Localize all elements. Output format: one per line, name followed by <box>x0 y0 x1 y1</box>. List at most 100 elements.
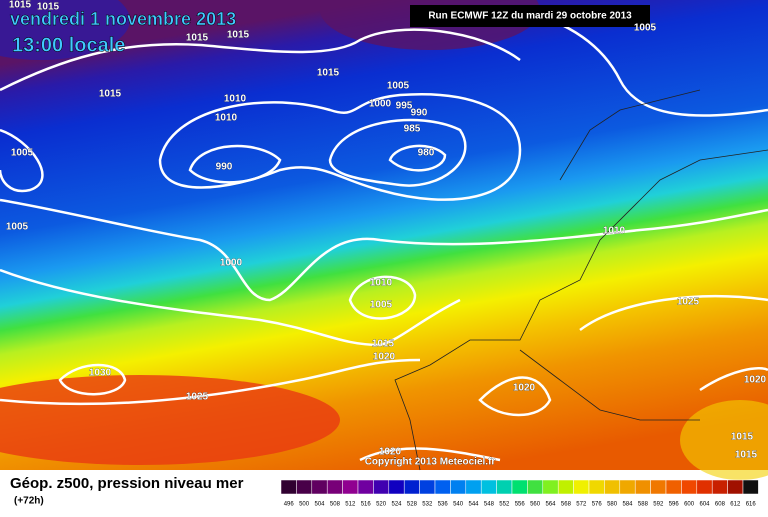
scale-swatch <box>665 479 682 495</box>
scale-label: 580 <box>607 502 618 508</box>
scale-label: 560 <box>530 502 541 508</box>
scale-swatch <box>357 479 374 495</box>
scale-label: 596 <box>669 502 680 508</box>
scale-swatch <box>696 479 713 495</box>
scale-label: 552 <box>499 502 510 508</box>
isobar-label: 1005 <box>11 148 34 159</box>
scale-swatch <box>634 479 651 495</box>
scale-label: 536 <box>438 502 449 508</box>
scale-label: 564 <box>545 502 556 508</box>
scale-label: 612 <box>730 502 741 508</box>
scale-swatch <box>711 479 728 495</box>
isobar-label: 1020 <box>379 447 402 458</box>
isobar-label: 990 <box>411 108 428 119</box>
isobar-label: 1000 <box>369 99 392 110</box>
scale-label: 512 <box>345 502 356 508</box>
scale-swatch <box>465 479 482 495</box>
scale-swatch <box>573 479 590 495</box>
isobar-label: 1015 <box>186 33 209 44</box>
isobar-label: 1015 <box>317 68 340 79</box>
copyright: Copyright 2013 Meteociel.fr <box>365 457 496 468</box>
scale-swatch <box>604 479 621 495</box>
high-area <box>0 375 340 465</box>
scale-label: 500 <box>299 502 310 508</box>
scale-label: 524 <box>391 502 402 508</box>
scale-label: 548 <box>484 502 495 508</box>
scale-swatch <box>388 479 405 495</box>
scale-swatch <box>450 479 467 495</box>
isobar-label: 1015 <box>227 30 250 41</box>
isobar-label: 1020 <box>513 383 536 394</box>
scale-label: 572 <box>576 502 587 508</box>
isobar-label: 1030 <box>89 368 112 379</box>
footer-title: Géop. z500, pression niveau mer <box>10 475 244 492</box>
isobar-label: 1020 <box>373 352 396 363</box>
isobar-label: 1010 <box>224 94 247 105</box>
scale-label: 576 <box>592 502 603 508</box>
scale-label: 568 <box>561 502 572 508</box>
scale-swatch <box>434 479 451 495</box>
isobar-label: 1015 <box>735 450 758 461</box>
isobar-label: 1020 <box>744 375 767 386</box>
scale-swatch <box>311 479 328 495</box>
isobar-label: 1015 <box>99 89 122 100</box>
isobar-label: 1025 <box>677 297 700 308</box>
scale-label: 520 <box>376 502 387 508</box>
scale-swatch <box>280 479 297 495</box>
scale-swatch <box>619 479 636 495</box>
isobar-label: 1005 <box>370 300 393 311</box>
footer-lead: (+72h) <box>14 496 44 507</box>
scale-swatch <box>326 479 343 495</box>
low-area <box>0 0 130 60</box>
isobar-label: 1010 <box>215 113 238 124</box>
scale-swatch <box>742 479 759 495</box>
color-scale: 496 500 504 508 512 516 520 524 528 532 536 540 544 5… <box>280 479 759 508</box>
isobar-label: 1005 <box>6 222 29 233</box>
scale-label: 504 <box>314 502 325 508</box>
scale-swatch <box>681 479 698 495</box>
isobar-label: 1015 <box>37 2 60 13</box>
scale-label: 584 <box>622 502 633 508</box>
scale-swatch <box>373 479 390 495</box>
run-label: Run ECMWF 12Z du mardi 29 octobre 2013 <box>428 11 632 22</box>
time-title: 13:00 locale <box>12 34 125 56</box>
scale-label: 588 <box>638 502 649 508</box>
isobar-label: 1015 <box>731 432 754 443</box>
scale-swatch <box>650 479 667 495</box>
isobar-label: 1000 <box>220 258 243 269</box>
scale-swatch <box>542 479 559 495</box>
scale-swatch <box>403 479 420 495</box>
scale-label: 532 <box>422 502 433 508</box>
scale-label: 592 <box>653 502 664 508</box>
isobar-label: 1015 <box>372 339 395 350</box>
run-box <box>410 5 650 27</box>
isobar-label: 1005 <box>634 23 657 34</box>
isobar-label: 1010 <box>603 226 626 237</box>
scale-swatch <box>342 479 359 495</box>
scale-swatch <box>296 479 313 495</box>
scale-label: 616 <box>746 502 757 508</box>
date-title: vendredi 1 novembre 2013 <box>10 9 236 29</box>
scale-swatch <box>588 479 605 495</box>
high-area <box>680 400 768 480</box>
isobar-label: 1005 <box>387 81 410 92</box>
scale-label: 528 <box>407 502 418 508</box>
scale-swatch <box>511 479 528 495</box>
scale-swatch <box>496 479 513 495</box>
scale-swatch <box>557 479 574 495</box>
scale-label: 540 <box>453 502 464 508</box>
scale-swatch <box>727 479 744 495</box>
scale-swatch <box>419 479 436 495</box>
isobar-label: 1015 <box>9 0 32 11</box>
scale-swatch <box>527 479 544 495</box>
scale-label: 508 <box>330 502 341 508</box>
isobar-label: 990 <box>216 162 233 173</box>
scale-label: 496 <box>284 502 295 508</box>
isobar-label: 980 <box>418 148 435 159</box>
coastlines <box>394 89 768 471</box>
scale-label: 600 <box>684 502 695 508</box>
isobar-label: 1010 <box>370 278 393 289</box>
isobar-label: 1025 <box>186 392 209 403</box>
